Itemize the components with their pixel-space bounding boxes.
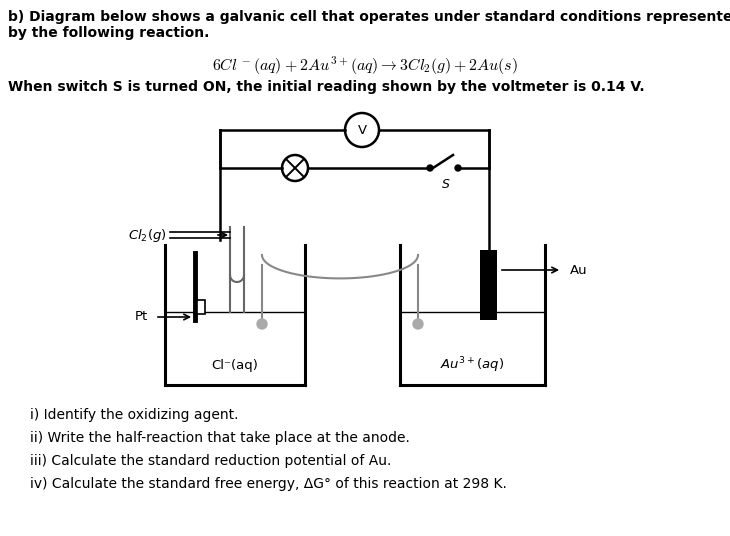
- Text: S: S: [442, 178, 450, 191]
- Circle shape: [413, 319, 423, 329]
- Text: $Au^{3+}(aq)$: $Au^{3+}(aq)$: [440, 355, 504, 375]
- Text: $6Cl^{\,-}(aq) + 2Au^{\,3+}(aq) \rightarrow 3Cl_2(g) + 2Au(s)$: $6Cl^{\,-}(aq) + 2Au^{\,3+}(aq) \rightar…: [212, 55, 518, 77]
- Text: i) Identify the oxidizing agent.: i) Identify the oxidizing agent.: [30, 408, 239, 422]
- Text: When switch S is turned ON, the initial reading shown by the voltmeter is 0.14 V: When switch S is turned ON, the initial …: [8, 80, 645, 94]
- Circle shape: [427, 165, 433, 171]
- Circle shape: [257, 319, 267, 329]
- Text: V: V: [358, 123, 366, 137]
- Text: ii) Write the half-reaction that take place at the anode.: ii) Write the half-reaction that take pl…: [30, 431, 410, 445]
- Text: Au: Au: [570, 264, 588, 277]
- Text: by the following reaction.: by the following reaction.: [8, 26, 210, 40]
- Text: Cl⁻(aq): Cl⁻(aq): [212, 359, 258, 371]
- Bar: [197, 300, 205, 314]
- Text: b) Diagram below shows a galvanic cell that operates under standard conditions r: b) Diagram below shows a galvanic cell t…: [8, 10, 730, 24]
- Text: iv) Calculate the standard free energy, ΔG° of this reaction at 298 K.: iv) Calculate the standard free energy, …: [30, 477, 507, 491]
- Text: Pt: Pt: [135, 310, 148, 324]
- Text: $Cl_2(g)$: $Cl_2(g)$: [128, 227, 167, 243]
- Text: iii) Calculate the standard reduction potential of Au.: iii) Calculate the standard reduction po…: [30, 454, 391, 468]
- Circle shape: [455, 165, 461, 171]
- Bar: [480, 250, 497, 320]
